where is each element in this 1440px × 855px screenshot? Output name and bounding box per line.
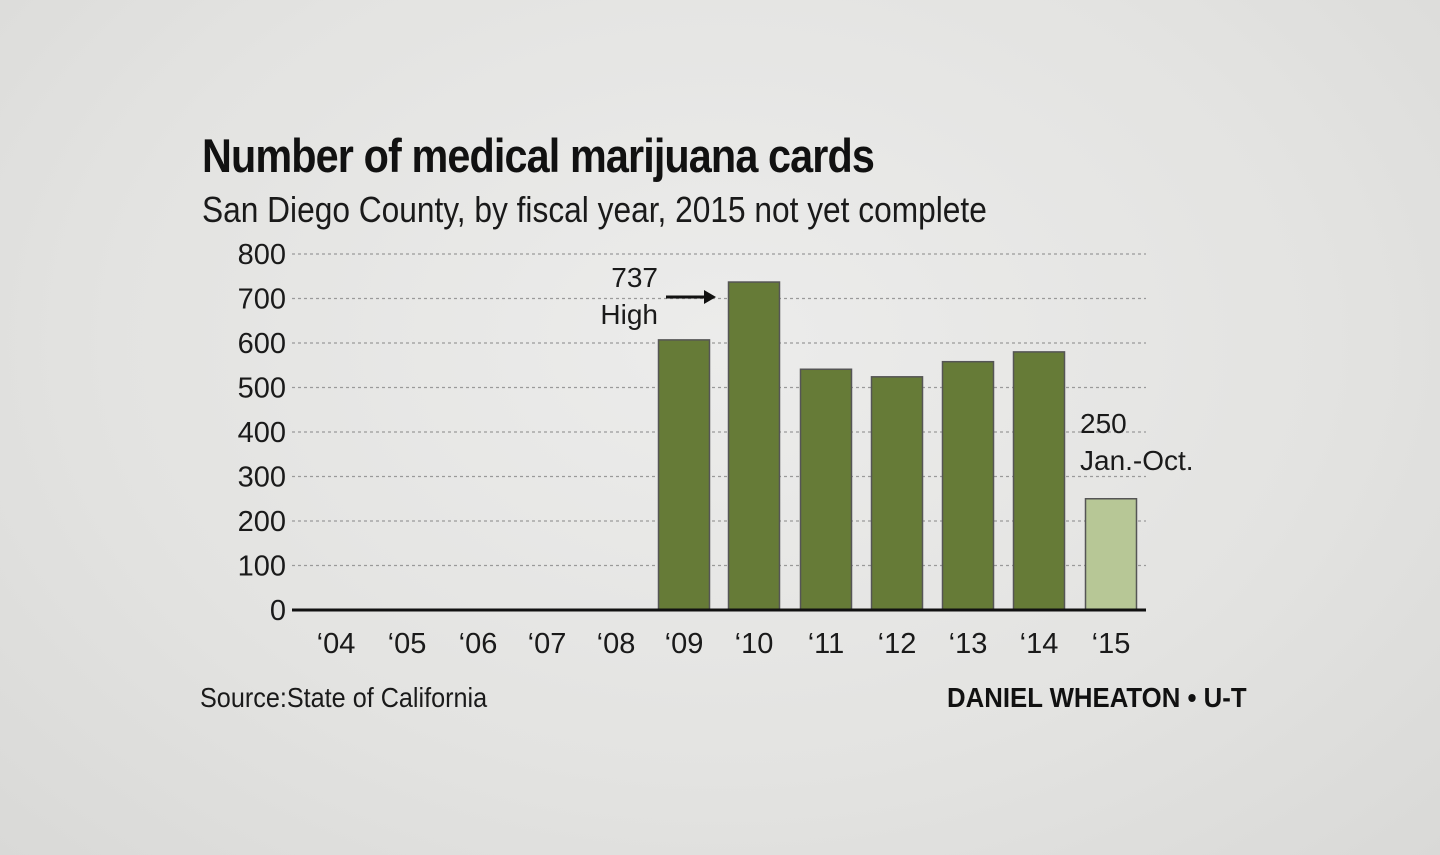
y-tick-label: 500 [238,373,286,405]
credit-line: DANIEL WHEATON • U-T [947,682,1247,713]
bar [1012,351,1066,611]
bar [727,281,781,611]
x-tick-label: ‘13 [949,628,988,660]
y-tick-label: 100 [238,551,286,583]
arrow-icon [704,290,716,304]
x-tick-label: ‘04 [317,628,356,660]
bar [657,339,711,611]
y-tick-label: 800 [238,239,286,271]
x-tick-label: ‘14 [1020,628,1059,660]
source-note: Source:State of California [200,682,488,713]
bar [799,368,853,611]
partial-note-label: Jan.-Oct. [1080,445,1194,476]
peak-value-label: 737 [611,262,658,293]
y-tick-label: 700 [238,284,286,316]
bar [941,360,995,611]
chart-title: Number of medical marijuana cards [202,129,875,182]
y-tick-label: 200 [238,506,286,538]
x-tick-label: ‘05 [388,628,427,660]
peak-note-label: High [600,299,658,330]
y-tick-label: 600 [238,328,286,360]
x-tick-label: ‘11 [808,628,845,660]
x-tick-label: ‘09 [665,628,704,660]
y-tick-label: 0 [270,595,286,627]
y-tick-label: 400 [238,417,286,449]
y-tick-label: 300 [238,462,286,494]
x-tick-label: ‘10 [735,628,774,660]
partial-value-label: 250 [1080,408,1127,439]
bar [870,376,924,611]
x-tick-label: ‘08 [597,628,636,660]
x-tick-label: ‘15 [1092,628,1131,660]
x-tick-label: ‘12 [878,628,917,660]
bar [1084,498,1138,611]
x-tick-label: ‘06 [459,628,498,660]
x-tick-label: ‘07 [528,628,567,660]
chart-subtitle: San Diego County, by fiscal year, 2015 n… [202,189,987,230]
